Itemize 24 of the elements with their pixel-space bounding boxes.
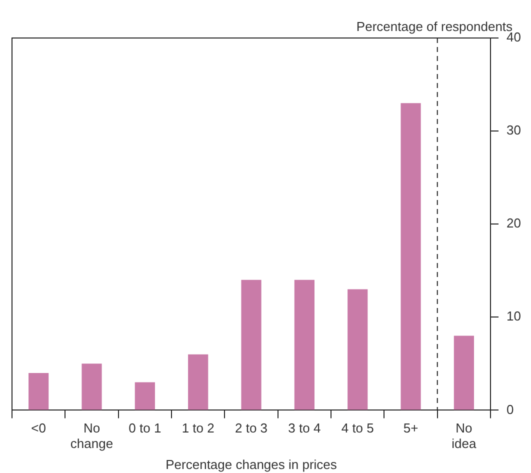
bar <box>28 372 49 410</box>
bar <box>348 289 368 410</box>
y-axis-title: Percentage of respondents <box>356 19 514 34</box>
bar <box>188 354 208 410</box>
y-tick-label: 10 <box>506 308 522 324</box>
bar <box>241 280 262 410</box>
bar <box>454 336 474 410</box>
x-tick-label: 2 to 3 <box>235 420 268 436</box>
bar <box>134 382 155 410</box>
bar <box>294 280 314 410</box>
x-axis-title: Percentage changes in prices <box>166 456 338 472</box>
bar <box>400 103 421 410</box>
x-tick-label: No idea <box>452 420 478 452</box>
y-tick-label: 20 <box>506 216 522 231</box>
y-tick-label: 30 <box>506 122 522 138</box>
bar <box>82 364 102 410</box>
x-tick-label: <0 <box>31 420 46 436</box>
x-tick-label: 0 to 1 <box>128 420 162 436</box>
x-tick-label: No change <box>70 420 114 452</box>
x-tick-label: 5+ <box>403 420 418 436</box>
x-tick-label: 3 to 4 <box>288 420 321 436</box>
y-tick-label: 0 <box>506 402 514 417</box>
x-tick-label: 1 to 2 <box>182 420 214 436</box>
x-tick-label: 4 to 5 <box>341 420 374 436</box>
